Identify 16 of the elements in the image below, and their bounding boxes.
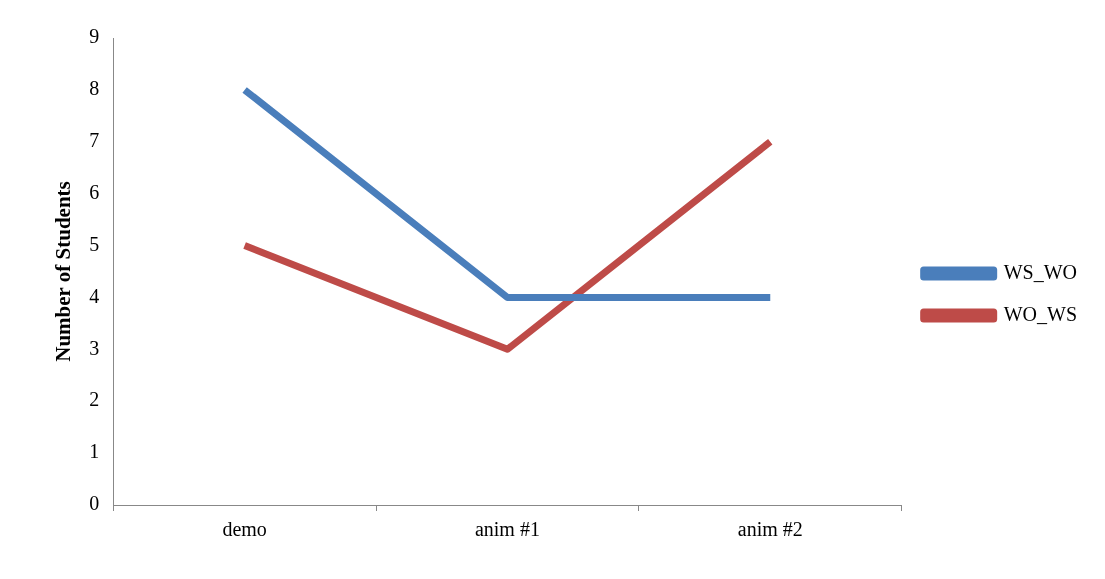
y-axis-title: Number of Students (51, 181, 76, 362)
x-tick-label: anim #1 (474, 518, 540, 541)
y-tick-label: 3 (89, 336, 100, 359)
y-tick-label: 4 (89, 284, 100, 307)
y-tick-label: 2 (89, 388, 100, 411)
y-tick-label: 0 (89, 492, 100, 515)
y-tick-label: 1 (89, 440, 100, 463)
legend-label: WO_WS (1003, 302, 1078, 325)
legend-label: WS_WO (1003, 260, 1078, 283)
y-tick-label: 6 (89, 180, 100, 203)
y-tick-label: 7 (89, 129, 100, 152)
x-tick-label: demo (222, 518, 267, 541)
x-tick-label: anim #2 (737, 518, 803, 541)
y-tick-label: 8 (89, 77, 100, 100)
y-tick-label: 5 (89, 232, 100, 255)
y-tick-label: 9 (89, 25, 100, 48)
